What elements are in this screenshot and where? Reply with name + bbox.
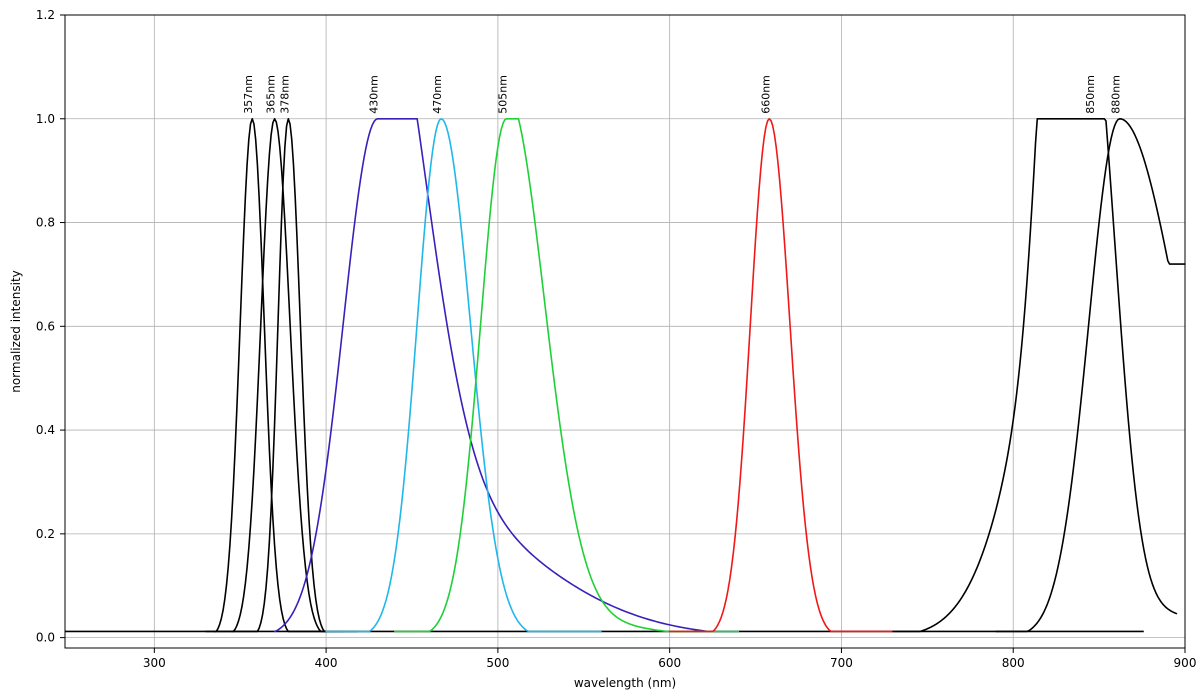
peak-label: 505nm [496,75,509,114]
peak-label: 365nm [265,75,278,114]
ytick-label: 1.0 [36,112,55,126]
ytick-label: 0.0 [36,631,55,645]
xtick-label: 500 [486,656,509,670]
peak-label: 850nm [1084,75,1097,114]
xtick-label: 900 [1174,656,1197,670]
spectrum-chart: 357nm 365nm378nm 430nm 470nm 505nm 660nm 850nm… [0,0,1200,700]
ytick-label: 0.4 [36,423,55,437]
peak-label: 430nm [368,75,381,114]
ytick-label: 0.8 [36,216,55,230]
y-axis-label: normalized intensity [9,270,23,393]
xtick-label: 600 [658,656,681,670]
xtick-label: 700 [830,656,853,670]
xtick-label: 400 [315,656,338,670]
peak-label: 880nm [1110,75,1123,114]
xtick-label: 800 [1002,656,1025,670]
ytick-label: 0.2 [36,527,55,541]
peak-label: 660nm [759,75,772,114]
xtick-label: 300 [143,656,166,670]
x-axis-label: wavelength (nm) [574,676,676,690]
ytick-label: 0.6 [36,319,55,333]
chart-bg [0,0,1200,700]
peak-label: 470nm [431,75,444,114]
peak-label: 357nm [242,75,255,114]
peak-label: 378nm [278,75,291,114]
ytick-label: 1.2 [36,8,55,22]
